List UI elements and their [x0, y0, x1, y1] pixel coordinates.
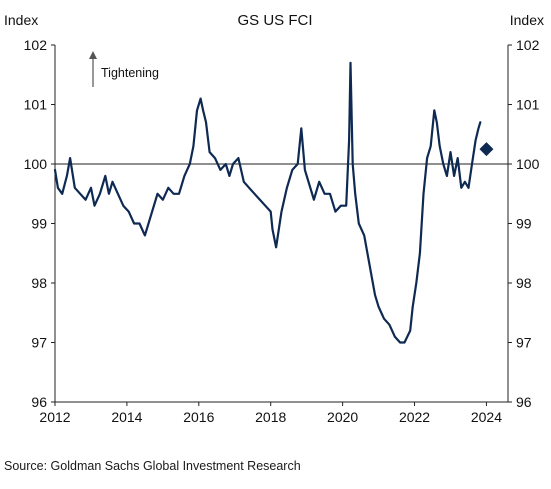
x-tick-label: 2024 [471, 409, 502, 425]
right-y-tick-label: 99 [516, 216, 532, 232]
left-y-tick-label: 101 [24, 97, 48, 113]
latest-value-marker [479, 142, 494, 157]
right-y-tick-label: 102 [516, 37, 540, 53]
left-y-tick-label: 97 [31, 335, 47, 351]
right-y-tick-label: 101 [516, 97, 540, 113]
x-tick-label: 2018 [255, 409, 286, 425]
left-y-tick-label: 102 [24, 37, 48, 53]
tightening-arrow-head [89, 51, 97, 59]
right-y-axis-label: Index [510, 12, 544, 28]
x-tick-label: 2012 [39, 409, 70, 425]
x-tick-label: 2022 [399, 409, 430, 425]
left-y-tick-label: 98 [31, 275, 47, 291]
chart-title: GS US FCI [237, 12, 312, 29]
left-y-tick-label: 100 [24, 156, 48, 172]
right-y-tick-label: 96 [516, 394, 532, 410]
x-tick-label: 2014 [111, 409, 142, 425]
tightening-annotation: Tightening [101, 66, 159, 80]
left-y-tick-label: 96 [31, 394, 47, 410]
right-y-tick-label: 98 [516, 275, 532, 291]
fci-series-line [53, 61, 482, 344]
source-note: Source: Goldman Sachs Global Investment … [4, 459, 301, 473]
x-tick-label: 2016 [183, 409, 214, 425]
right-y-tick-label: 100 [516, 156, 540, 172]
right-y-tick-label: 97 [516, 335, 532, 351]
x-tick-label: 2020 [327, 409, 358, 425]
left-y-tick-label: 99 [31, 216, 47, 232]
left-y-axis-label: Index [4, 12, 38, 28]
